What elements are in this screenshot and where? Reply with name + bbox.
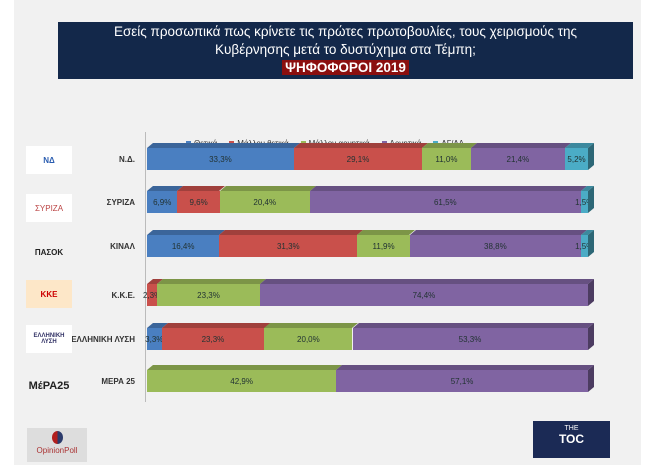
elliniki-lysi-logo: ΕΛΛΗΝΙΚΗ ΛΥΣΗ	[26, 325, 72, 353]
mera25-logo: ΜέΡΑ25	[28, 380, 70, 392]
category-label: Κ.Κ.Ε.	[111, 291, 135, 300]
bar-segment: 2,3%	[143, 284, 161, 306]
bar-segment: 74,4%	[259, 284, 588, 306]
bar-segment: 61,5%	[309, 191, 581, 213]
bar-segment: 33,3%	[147, 148, 294, 170]
toc-the: THE	[564, 425, 579, 432]
pasok-logo: ΠΑΣΟΚ	[34, 247, 64, 257]
bar-segment: 6,9%	[147, 191, 178, 213]
bar-segment: 29,1%	[293, 148, 423, 170]
bar-segment: 23,3%	[161, 328, 265, 350]
bar-segment: 21,4%	[470, 148, 566, 170]
kke-logo: ΚΚΕ	[26, 280, 72, 308]
opinionpoll-logo: OpinionPoll	[27, 428, 87, 462]
bar-segment: 42,9%	[147, 370, 337, 392]
toc-text: TOC	[558, 432, 585, 446]
bar-segment: 1,5%	[575, 191, 593, 213]
bar-segment: 16,4%	[147, 235, 220, 257]
bar-segment: 38,8%	[409, 235, 581, 257]
bar-side	[587, 322, 594, 350]
y-axis-line	[145, 132, 146, 402]
nd-logo: ΝΔ	[26, 146, 72, 174]
title-line-2: Κυβέρνησης μετά το δυστύχημα στα Τέμπη;	[215, 42, 476, 57]
bar-segment: 5,2%	[565, 148, 588, 170]
bar-segment: 20,0%	[264, 328, 353, 350]
title-subtitle: ΨΗΦΟΦΟΡΟΙ 2019	[282, 60, 409, 75]
title-line-1: Εσείς προσωπικά πως κρίνετε τις πρώτες π…	[113, 24, 578, 39]
bar-segment: 11,0%	[422, 148, 471, 170]
chart-title: Εσείς προσωπικά πως κρίνετε τις πρώτες π…	[58, 22, 633, 79]
bar-side	[587, 185, 594, 213]
bar-side	[587, 229, 594, 257]
category-label: ΚΙΝΑΛ	[110, 242, 135, 251]
category-label: ΣΥΡΙΖΑ	[106, 198, 135, 207]
bar-segment: 57,1%	[336, 370, 588, 392]
bar-segment: 3,3%	[145, 328, 163, 350]
category-label: Ν.Δ.	[119, 155, 135, 164]
thetoc-logo: THE TOC	[533, 421, 610, 458]
bar-segment: 1,5%	[575, 235, 593, 257]
bar-segment: 20,4%	[219, 191, 310, 213]
bar-segment: 11,9%	[357, 235, 410, 257]
bar-segment: 53,3%	[352, 328, 588, 350]
bar-segment: 23,3%	[157, 284, 260, 306]
syriza-logo: ΣΥΡΙΖΑ	[26, 194, 72, 222]
category-label: ΜΕΡΑ 25	[101, 377, 135, 386]
opinionpoll-text: OpinionPoll	[36, 446, 78, 455]
category-label: ΕΛΛΗΝΙΚΗ ΛΥΣΗ	[71, 335, 135, 344]
bar-segment: 9,6%	[177, 191, 220, 213]
bar-segment: 31,3%	[219, 235, 358, 257]
